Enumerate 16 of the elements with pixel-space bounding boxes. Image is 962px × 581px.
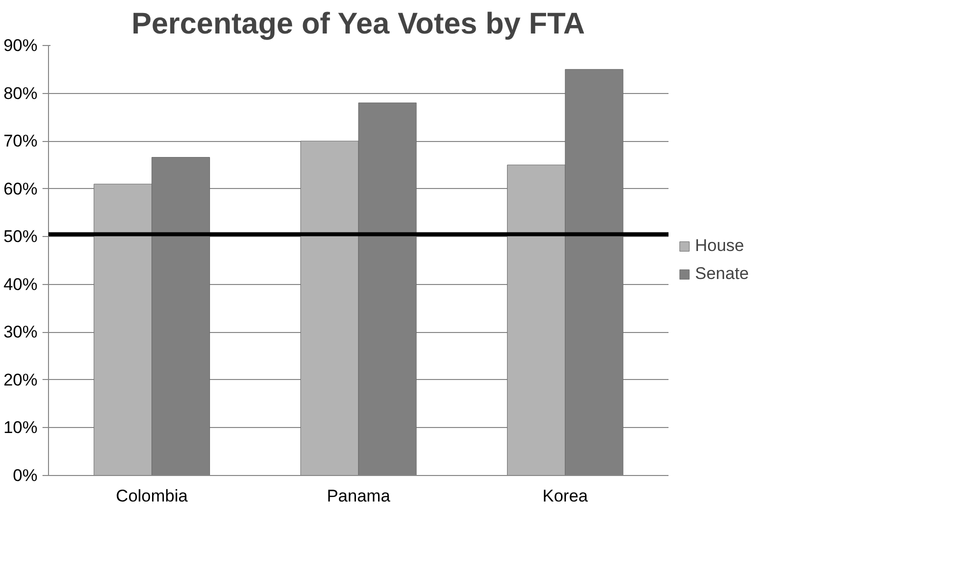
x-tick-label: Panama: [326, 486, 391, 506]
y-tick-label: 90%: [3, 36, 38, 55]
y-tick-label: 70%: [3, 132, 38, 151]
y-tick-label: 0%: [12, 466, 38, 485]
y-tick-label: 30%: [3, 322, 38, 342]
x-tick-label: Colombia: [116, 486, 188, 506]
y-tick-label: 40%: [3, 274, 38, 294]
x-tick-label: Korea: [542, 486, 588, 506]
y-tick-label: 60%: [3, 179, 38, 198]
y-tick-label: 10%: [3, 418, 38, 438]
chart-title: Percentage of Yea Votes by FTA: [131, 8, 585, 40]
y-tick-label: 20%: [3, 370, 38, 390]
y-tick-label: 80%: [3, 84, 38, 103]
y-tick-label: 50%: [3, 227, 38, 246]
legend-label: Senate: [695, 264, 749, 284]
legend-label: House: [695, 236, 744, 256]
